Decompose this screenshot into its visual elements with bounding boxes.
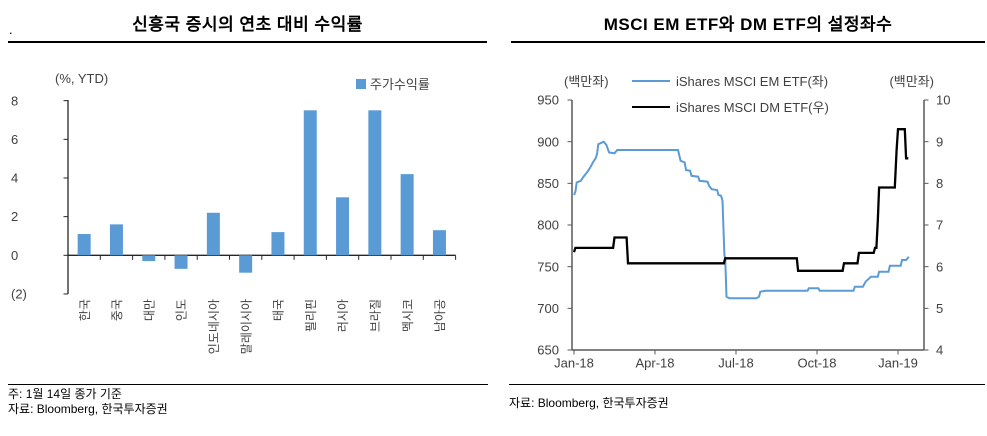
dm-etf-legend-row: iShares MSCI DM ETF(우) (632, 97, 829, 116)
y-tick-label: 8 (11, 93, 18, 108)
left-chart-note: 주: 1월 14일 종가 기준 (8, 387, 122, 401)
x-tick-label: Jul-18 (718, 356, 753, 371)
x-category-label: 남아공 (433, 299, 447, 332)
right-chart-right-axis-unit: (백만좌) (889, 74, 934, 89)
left-y-tick-label: 800 (537, 218, 559, 233)
x-category-label: 말레이시아 (239, 299, 253, 354)
x-category-label: 브라질 (368, 299, 382, 332)
x-category-label: 태국 (272, 299, 286, 321)
em-etf-line (573, 140, 910, 300)
x-category-label: 중국 (110, 299, 124, 321)
left-y-tick-label: 650 (537, 343, 559, 358)
x-category-label: 인도 (175, 299, 189, 321)
left-title-rule (8, 41, 487, 43)
x-tick-label: Jan-19 (878, 356, 918, 371)
bar (336, 197, 350, 256)
y-tick-label: 2 (11, 209, 18, 224)
y-tick-label: 4 (11, 171, 18, 186)
bar (174, 255, 188, 269)
right-chart-title: MSCI EM ETF와 DM ETF의 설정좌수 (603, 15, 893, 34)
bar (206, 212, 220, 256)
x-tick-label: Oct-18 (797, 356, 836, 371)
x-tick-label: Apr-18 (635, 356, 674, 371)
right-y-tick-label: 9 (936, 134, 943, 149)
right-footer-rule (509, 384, 985, 385)
left-chart-source: 자료: Bloomberg, 한국투자증권 (8, 402, 168, 416)
left-y-tick-label: 950 (537, 93, 559, 108)
x-category-label: 러시아 (336, 299, 350, 332)
right-chart-left-axis-unit: (백만좌) (564, 74, 609, 89)
y-tick-label: (2) (11, 287, 27, 302)
bar (432, 230, 446, 256)
y-tick-label: 0 (11, 248, 18, 263)
left-y-tick-label: 850 (537, 176, 559, 191)
right-y-tick-label: 6 (936, 259, 943, 274)
em-series-label: iShares MSCI EM ETF(좌) (676, 74, 829, 89)
bar (109, 224, 123, 256)
left-y-tick-label: 900 (537, 134, 559, 149)
x-tick-label: Jan-18 (554, 356, 594, 371)
left-y-tick-label: 750 (537, 259, 559, 274)
left-footer-rule (8, 384, 488, 385)
em-line-swatch (632, 79, 670, 82)
bar (400, 174, 414, 256)
x-category-label: 멕시코 (401, 299, 415, 332)
right-title-rule (511, 41, 985, 43)
left-y-tick-label: 700 (537, 301, 559, 316)
bar (239, 255, 253, 273)
bar (303, 110, 317, 256)
y-tick-label: 6 (11, 132, 18, 147)
left-chart-y-unit: (%, YTD) (55, 71, 109, 86)
dm-series-label: iShares MSCI DM ETF(우) (676, 100, 829, 115)
bar-series-swatch (356, 78, 366, 89)
right-chart-source: 자료: Bloomberg, 한국투자증권 (509, 396, 669, 410)
right-y-tick-label: 8 (936, 176, 943, 191)
corner-dot: . (9, 22, 13, 37)
dm-line-swatch (632, 105, 670, 108)
bar (142, 255, 156, 262)
right-y-tick-label: 5 (936, 301, 943, 316)
x-category-label: 필리핀 (304, 299, 318, 332)
em-etf-legend-row: iShares MSCI EM ETF(좌) (632, 71, 828, 90)
x-category-label: 인도네시아 (207, 299, 221, 354)
right-y-tick-label: 4 (936, 343, 943, 358)
line-chart-canvas: 650 700 750 800 850 900 950 4 5 6 7 8 9 10 Jan-18 Apr-1… (537, 93, 950, 371)
bar (271, 232, 285, 256)
bar (368, 110, 382, 256)
x-category-label: 한국 (78, 299, 92, 321)
left-chart-title: 신흥국 증시의 연초 대비 수익률 (132, 15, 363, 34)
x-category-label: 대만 (142, 299, 156, 321)
bar-series-label: 주가수익률 (370, 77, 430, 92)
right-y-tick-label: 7 (936, 218, 943, 233)
dm-etf-line (572, 128, 909, 272)
bar (77, 234, 91, 256)
left-chart-legend: 주가수익률 (356, 74, 430, 93)
right-y-tick-label: 10 (936, 93, 950, 108)
bar-chart-canvas: 8 6 4 2 0 (2) 한국 중국 대만 인도 인도네시아 말레이시아 태국 필리핀 러시아 브라질 멕시코… (11, 93, 457, 354)
